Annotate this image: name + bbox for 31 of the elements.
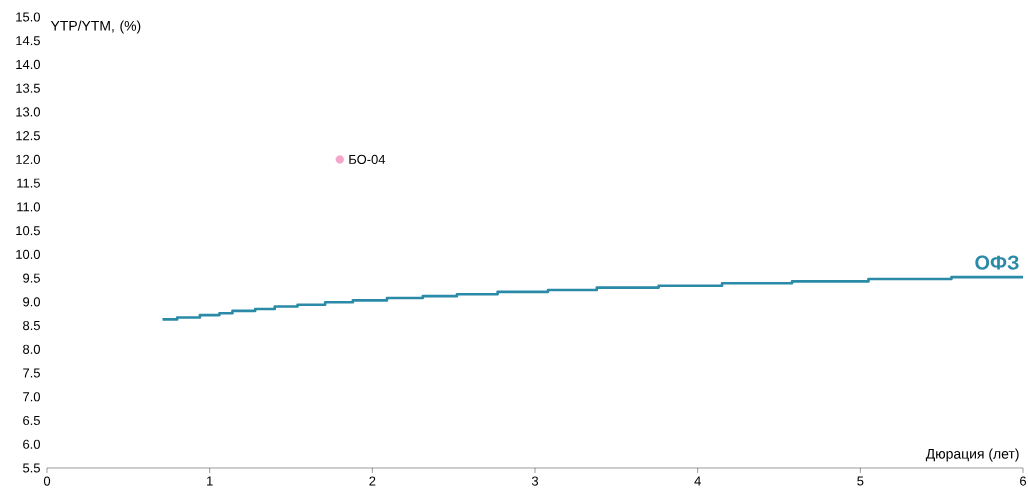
series-label: БО-04 — [349, 154, 386, 164]
y-tick-label: 10.0 — [16, 249, 40, 259]
y-tick-label: 6.0 — [23, 439, 40, 449]
x-tick-label: 4 — [694, 476, 701, 486]
series-label: ОФЗ — [975, 255, 1019, 270]
y-tick-label: 5.5 — [23, 463, 40, 473]
y-tick-label: 13.0 — [16, 107, 40, 117]
y-tick-label: 7.5 — [23, 368, 40, 378]
y-tick-label: 11.0 — [17, 202, 40, 212]
y-tick-label: 14.0 — [16, 59, 40, 70]
y-tick-label: 6.5 — [23, 415, 40, 426]
y-tick-label: 10.5 — [16, 226, 40, 236]
y-tick-label: 11.5 — [17, 178, 40, 188]
y-tick-label: 9.5 — [23, 273, 40, 283]
x-tick-label: 2 — [369, 476, 376, 486]
x-tick-label: 6 — [1020, 476, 1027, 486]
x-tick-label: 0 — [43, 476, 51, 486]
y-tick-label: 9.0 — [23, 297, 40, 307]
y-tick-label: 14.5 — [16, 36, 40, 46]
y-tick-label: 12.0 — [16, 154, 40, 164]
x-axis-title: Дюрация (лет) — [925, 448, 1019, 462]
y-tick-label: 8.5 — [23, 320, 40, 331]
y-tick-label: 15.0 — [16, 12, 40, 22]
y-axis-title: YTP/YTM, (%) — [50, 20, 141, 34]
y-tick-label: 8.0 — [23, 344, 40, 354]
x-tick-label: 1 — [207, 476, 213, 486]
y-tick-label: 13.5 — [16, 83, 40, 93]
x-tick-label: 3 — [531, 476, 539, 486]
y-tick-label: 7.0 — [23, 392, 40, 402]
y-tick-label: 12.5 — [16, 131, 40, 141]
x-tick-label: 5 — [857, 476, 864, 486]
